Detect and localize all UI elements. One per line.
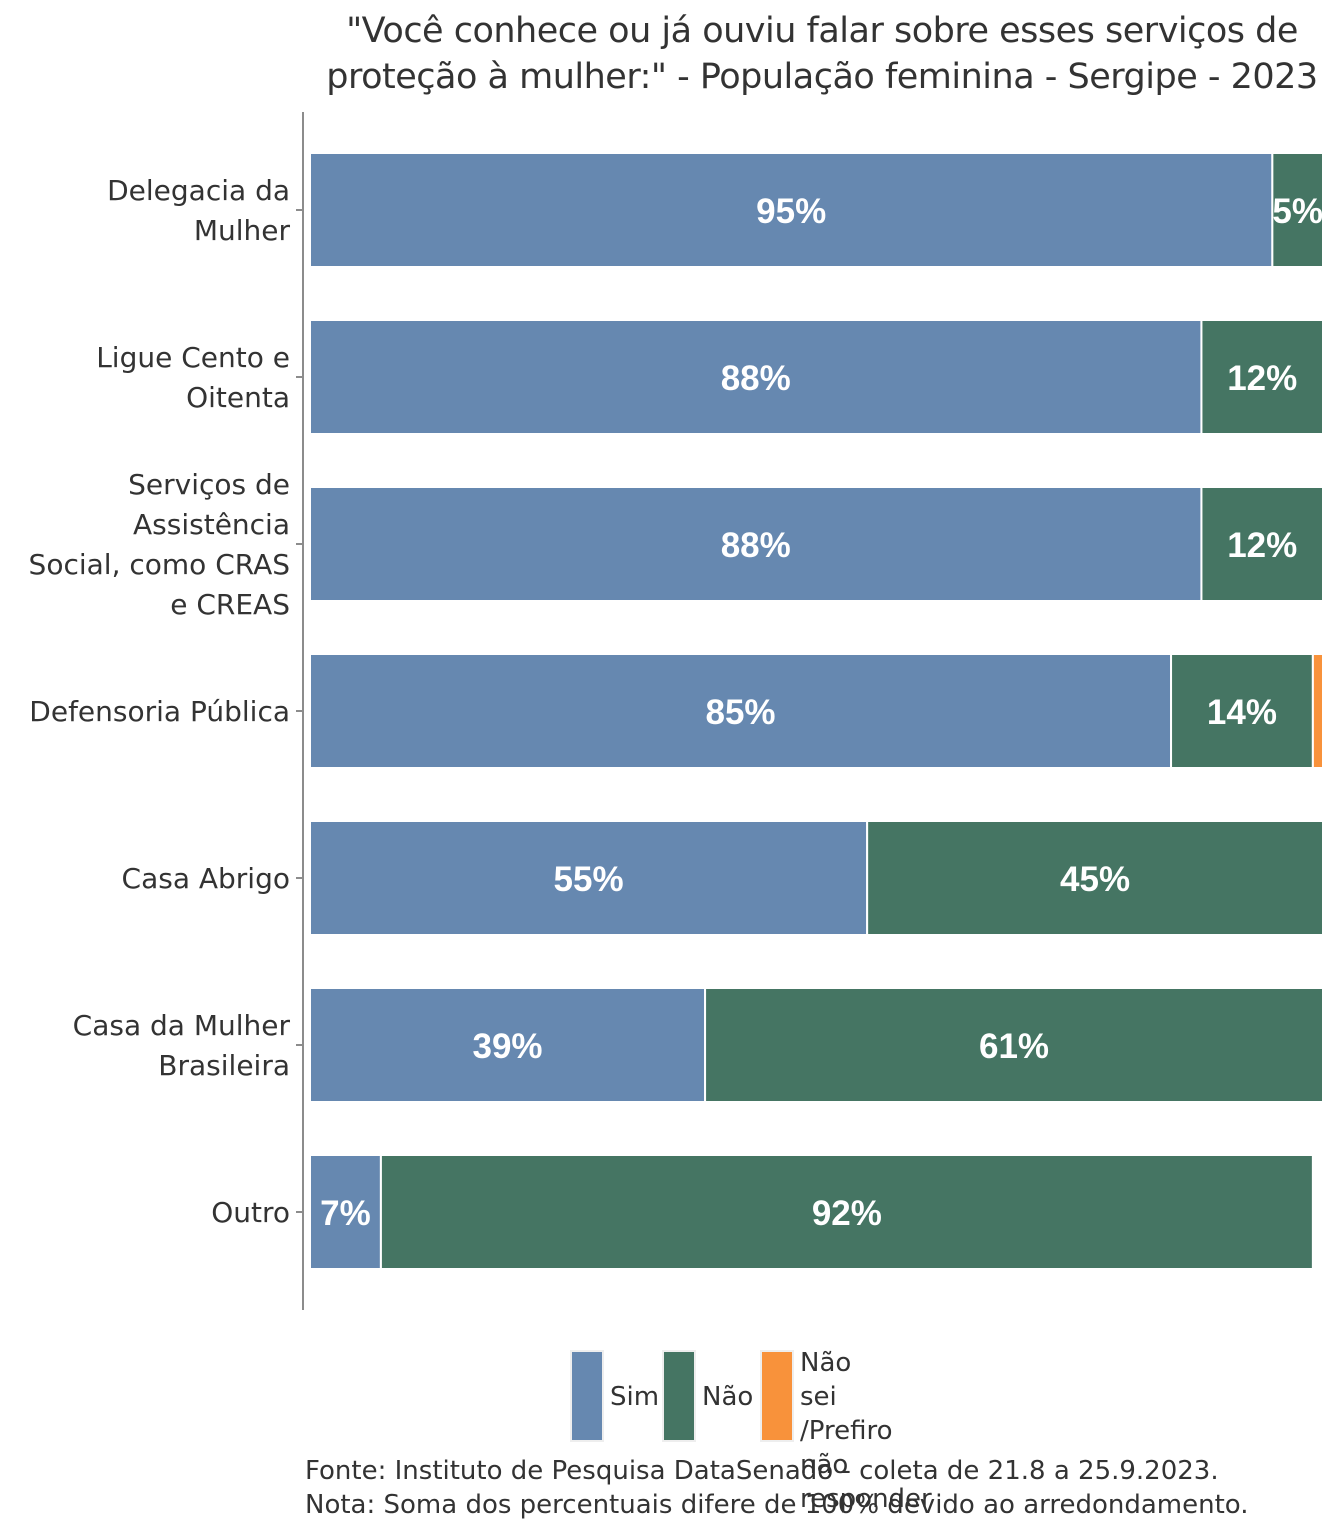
bar-segment-sim xyxy=(309,1154,382,1270)
bar-segment-n-o-sei-prefiro-n-o-responder xyxy=(1311,653,1324,769)
chart-title-line-2: proteção à mulher:" - População feminina… xyxy=(326,57,1318,97)
bar-value-label: 39% xyxy=(473,1027,543,1066)
bar-segment-sim xyxy=(309,152,1274,268)
bar-value-label: 12% xyxy=(1227,526,1297,565)
stacked-bar-chart: Delegacia da Mulher 95% 5% Ligue Cento e Oite… xyxy=(29,112,1325,1310)
bar-value-label: 61% xyxy=(979,1027,1049,1066)
bar-value-label: 5% xyxy=(1272,192,1323,231)
category-label: Outro xyxy=(211,1196,290,1229)
bar-value-label: 95% xyxy=(756,192,826,231)
category-label: Serviços de Assistência Social, como CRAS e… xyxy=(29,468,290,621)
bar-value-label: 45% xyxy=(1060,860,1130,899)
rounding-note: Nota: Soma dos percentuais difere de 100… xyxy=(305,1490,1249,1520)
bar-segment-sim xyxy=(309,319,1203,435)
bar-value-label: 92% xyxy=(812,1194,882,1233)
category-label: Casa da Mulher Brasileira xyxy=(73,1009,291,1082)
bar-segment-sim xyxy=(309,820,869,936)
source-note: Fonte: Instituto de Pesquisa DataSenado … xyxy=(305,1456,1219,1486)
bar-segment-n-o xyxy=(379,1154,1314,1270)
bar-value-label: 7% xyxy=(320,1194,371,1233)
bar-value-label: 85% xyxy=(705,693,775,732)
bar-segment-sim xyxy=(309,987,707,1103)
legend-label-nao: Não xyxy=(702,1382,754,1412)
bar-segment-n-o xyxy=(866,820,1325,936)
bar-segment-sim xyxy=(309,486,1203,602)
category-label: Delegacia da Mulher xyxy=(107,174,290,247)
legend-label-sim: Sim xyxy=(610,1382,660,1412)
bar-value-label: 88% xyxy=(721,359,791,398)
bar-segment-sim xyxy=(309,653,1173,769)
category-label: Ligue Cento e Oitenta xyxy=(96,341,290,414)
bar-segment-n-o xyxy=(1200,486,1324,602)
bar-value-label: 12% xyxy=(1227,359,1297,398)
chart-title: "Você conhece ou já ouviu falar sobre es… xyxy=(300,8,1344,100)
category-label: Defensoria Pública xyxy=(29,695,290,728)
legend-swatch-sim xyxy=(570,1350,604,1442)
category-label: Casa Abrigo xyxy=(122,862,290,895)
bar-value-label: 88% xyxy=(721,526,791,565)
legend-swatch-nao-sei xyxy=(760,1350,794,1442)
bar-segment-n-o xyxy=(704,987,1324,1103)
footer: Fonte: Instituto de Pesquisa DataSenado … xyxy=(305,1454,1249,1522)
bar-segment-n-o xyxy=(1271,152,1324,268)
bar-value-label: 55% xyxy=(554,860,624,899)
chart-title-line-1: "Você conhece ou já ouviu falar sobre es… xyxy=(346,11,1298,51)
legend-label-nao-sei: Não sei /Prefiro não responder xyxy=(800,1348,932,1514)
bar-value-label: 14% xyxy=(1207,693,1277,732)
bar-segment-n-o xyxy=(1200,319,1324,435)
legend-swatch-nao xyxy=(662,1350,696,1442)
